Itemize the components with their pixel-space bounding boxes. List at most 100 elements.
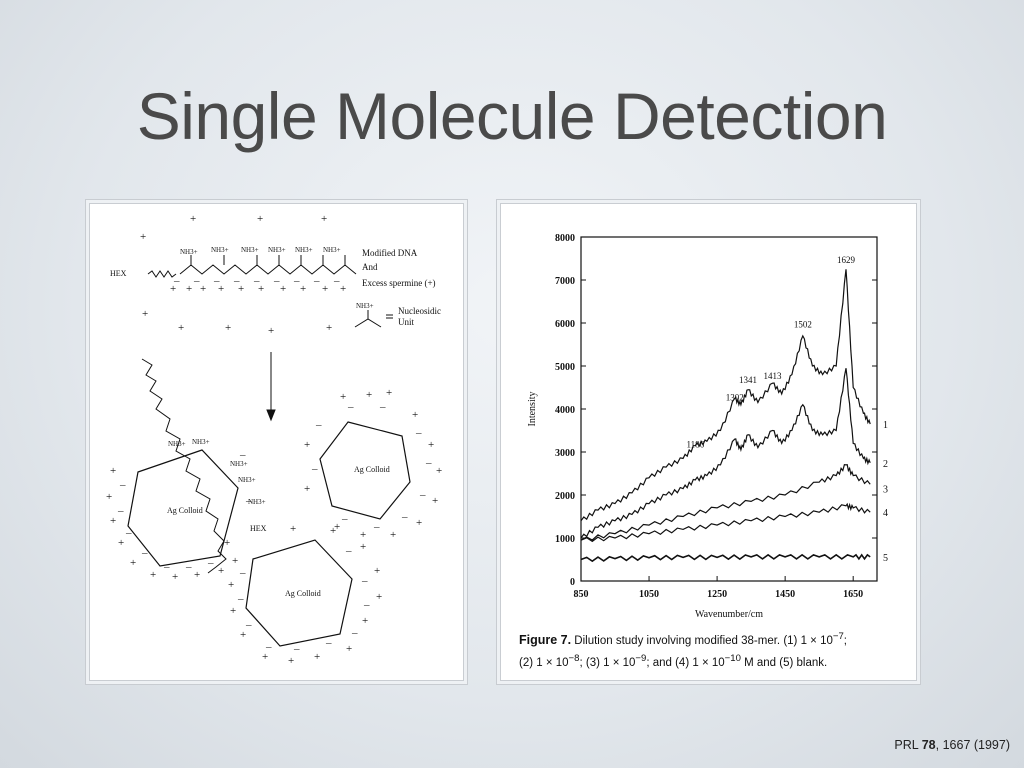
positive-charge: + [300,283,306,295]
svg-text:NH3+: NH3+ [323,246,341,254]
positive-charge: + [346,643,352,655]
negative-charge: – [401,511,408,523]
positive-charge: + [386,387,392,399]
positive-charge: + [170,283,176,295]
svg-text:NH3+: NH3+ [180,248,198,256]
svg-text:NH3+: NH3+ [268,246,286,254]
svg-text:NH3+: NH3+ [248,498,266,506]
y-tick-label: 1000 [555,534,575,545]
svg-text:NH3+: NH3+ [168,440,186,448]
svg-text:Ag Colloid: Ag Colloid [285,589,321,598]
positive-charge: + [218,565,224,577]
negative-charge: – [237,593,244,605]
positive-charge: + [330,525,336,537]
positive-charge: + [150,569,156,581]
x-tick-label: 1050 [639,589,659,600]
positive-charge: + [232,555,238,567]
svg-text:NH3+: NH3+ [356,302,374,310]
positive-charge: + [268,325,274,337]
svg-text:Nucleosidic: Nucleosidic [398,306,441,316]
ag-colloid-2 [319,421,411,520]
positive-charge: + [257,213,263,225]
negative-charge: – [173,275,180,287]
negative-charge: – [265,641,272,653]
positive-charge: + [200,283,206,295]
positive-charge: + [110,515,116,527]
negative-charge: – [293,643,300,655]
svg-text:And: And [362,262,378,272]
negative-charge: – [419,489,426,501]
svg-text:NH3+: NH3+ [241,246,259,254]
citation: PRL 78, 1667 (1997) [894,738,1010,752]
negative-charge: – [239,449,246,461]
schematic-panel: HEX NH3+ NH3+ NH3+ NH3+ NH3+ NH3+ Modifi… [89,203,464,681]
y-tick-label: 3000 [555,448,575,459]
svg-text:Unit: Unit [398,317,415,327]
negative-charge: – [141,547,148,559]
peak-label: 1502 [794,319,812,329]
peak-label: 1302 [726,392,744,402]
positive-charge: + [230,605,236,617]
negative-charge: – [315,419,322,431]
positive-charge: + [334,521,340,533]
positive-charge: + [186,283,192,295]
positive-charge: + [110,465,116,477]
positive-charge: + [178,322,184,334]
positive-charge: + [290,523,296,535]
ag-colloid-3 [245,539,353,647]
peak-label: 1629 [837,255,856,265]
negative-charge: – [273,275,280,287]
y-tick-label: 0 [570,577,575,588]
y-tick-label: 6000 [555,319,575,330]
caption-line-2a: (2) 1 × 10 [519,656,569,669]
negative-charge: – [193,275,200,287]
positive-charge: + [288,655,294,667]
positive-charge: + [304,439,310,451]
x-tick-label: 850 [574,589,589,600]
x-tick-label: 1650 [843,589,863,600]
negative-charge: – [425,457,432,469]
negative-charge: – [293,275,300,287]
peak-label: 1186 [686,440,704,450]
y-tick-label: 7000 [555,276,575,287]
x-tick-label: 1250 [707,589,727,600]
positive-charge: + [412,409,418,421]
negative-charge: – [351,627,358,639]
svg-text:NH3+: NH3+ [230,460,248,468]
negative-charge: – [207,557,214,569]
negative-charge: – [313,275,320,287]
negative-charge: – [361,575,368,587]
positive-charge: + [190,213,196,225]
negative-charge: – [125,527,132,539]
y-tick-label: 8000 [555,233,575,244]
svg-text:NH3+: NH3+ [295,246,313,254]
positive-charge: + [322,283,328,295]
positive-charge: + [416,517,422,529]
dna-colloid-schematic: HEX NH3+ NH3+ NH3+ NH3+ NH3+ NH3+ Modifi… [106,213,442,667]
positive-charge: + [218,283,224,295]
figure-caption: Figure 7. Dilution study involving modif… [519,631,847,669]
series-line-1 [580,269,871,522]
negative-charge: – [245,619,252,631]
positive-charge: + [118,537,124,549]
positive-charge: + [321,213,327,225]
negative-charge: – [253,275,260,287]
positive-charge: + [194,569,200,581]
y-axis-label: Intensity [527,392,538,427]
negative-charge: – [245,495,252,507]
positive-charge: + [240,629,246,641]
svg-text:NH3+: NH3+ [238,476,256,484]
positive-charge: + [432,495,438,507]
svg-text:Ag Colloid: Ag Colloid [167,506,203,515]
negative-charge: – [345,545,352,557]
series-line-2 [580,368,871,539]
negative-charge: – [347,401,354,413]
slide-title: Single Molecule Detection [136,79,888,153]
positive-charge: + [172,571,178,583]
svg-text:Ag Colloid: Ag Colloid [354,465,390,474]
svg-text:NH3+: NH3+ [211,246,229,254]
x-axis-label: Wavenumber/cm [695,609,763,620]
positive-charge: + [258,283,264,295]
positive-charge: + [360,541,366,553]
positive-charge: + [142,308,148,320]
